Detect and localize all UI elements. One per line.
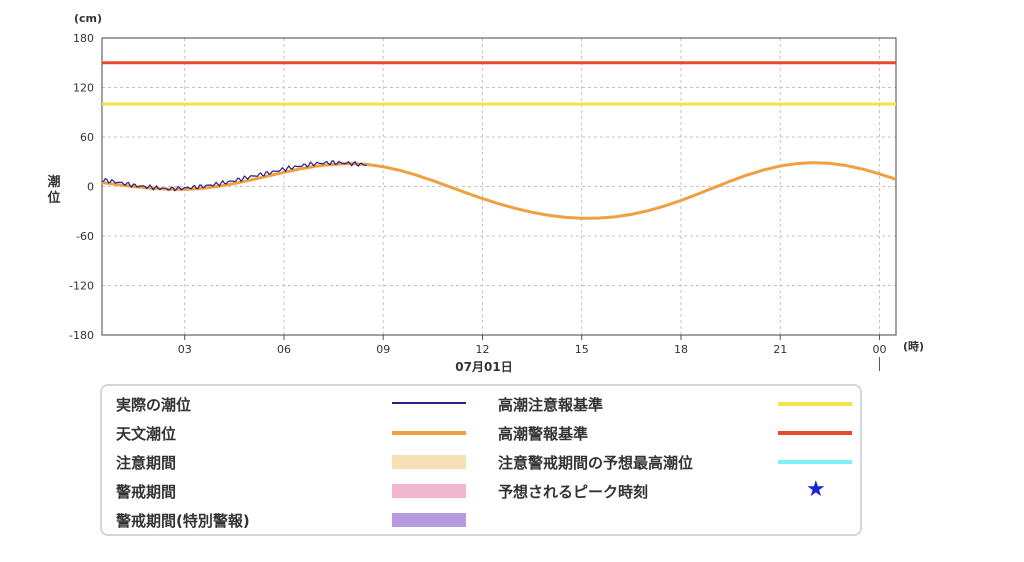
- x-tick-label: 09: [376, 343, 390, 356]
- legend-label: 高潮警報基準: [498, 424, 589, 443]
- legend-line-swatch: [392, 402, 466, 404]
- x-tick-label: 12: [475, 343, 489, 356]
- y-unit-label: (cm): [74, 12, 102, 25]
- series-line-astronomical-tide: [101, 161, 897, 220]
- legend-label: 警戒期間: [116, 482, 177, 501]
- x-tick-label: 15: [575, 343, 589, 356]
- y-tick-label: -180: [69, 329, 94, 342]
- legend-label: 天文潮位: [116, 424, 177, 443]
- legend-band-swatch: [392, 513, 466, 527]
- y-axis-label: 潮: [47, 174, 60, 190]
- star-icon: ★: [806, 477, 826, 502]
- date-label: 07月01日: [455, 360, 512, 374]
- series-line-actual-tide: [102, 160, 367, 192]
- legend-label: 実際の潮位: [116, 395, 192, 414]
- y-tick-label: -60: [76, 230, 94, 243]
- y-tick-label: 60: [80, 131, 94, 144]
- legend-label: 注意警戒期間の予想最高潮位: [498, 453, 694, 472]
- y-tick-label: 180: [73, 32, 94, 45]
- y-axis-label: 位: [47, 190, 60, 206]
- legend-box: 実際の潮位天文潮位注意期間警戒期間警戒期間(特別警報) 高潮注意報基準 高潮警報基準…: [100, 384, 862, 536]
- x-tick-label: 06: [277, 343, 291, 356]
- y-tick-label: -120: [69, 280, 94, 293]
- plot-frame: [101, 37, 897, 336]
- legend-line-swatch: [778, 402, 852, 406]
- legend-label: 予想されるピーク時刻: [498, 482, 649, 501]
- x-tick-label: 00: [872, 343, 886, 356]
- x-tick-label: 21: [773, 343, 787, 356]
- legend-line-swatch: [778, 460, 852, 464]
- y-tick-label: 0: [87, 181, 94, 194]
- legend-band-swatch: [392, 455, 466, 469]
- legend-label: 注意期間: [116, 453, 177, 472]
- legend-label: 警戒期間(特別警報): [116, 511, 250, 530]
- x-tick-label: 18: [674, 343, 688, 356]
- legend-line-swatch: [778, 431, 852, 435]
- y-tick-label: 120: [73, 82, 94, 95]
- tide-chart: 180 120 60 0 -60 -120 -180 03 06 09 12 15 18 21 00 (cm)…: [47, 12, 924, 374]
- x-unit-label: (時): [903, 339, 924, 353]
- legend-line-swatch: [392, 431, 466, 435]
- legend-band-swatch: [392, 484, 466, 498]
- legend-label: 高潮注意報基準: [498, 395, 604, 414]
- x-tick-label: 03: [178, 343, 192, 356]
